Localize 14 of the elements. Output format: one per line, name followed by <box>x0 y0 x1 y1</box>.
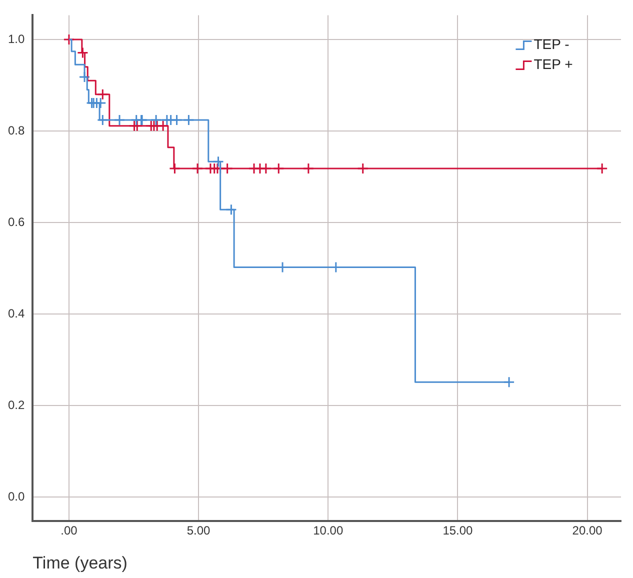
x-tick-label: 20.00 <box>572 524 603 538</box>
legend-label: TEP + <box>534 56 573 72</box>
y-tick-label: 0.8 <box>8 123 25 138</box>
x-tick-label: 15.00 <box>442 524 474 538</box>
y-tick-label: 0.2 <box>8 398 25 412</box>
y-tick-label: 0.4 <box>8 306 25 320</box>
x-axis-title: Time (years) <box>32 553 128 572</box>
y-tick-label: 0.6 <box>8 214 25 229</box>
y-tick-label: 0.0 <box>8 489 25 504</box>
legend-label: TEP - <box>534 36 570 52</box>
x-tick-label: 10.00 <box>313 524 344 538</box>
y-tick-label: 1.0 <box>8 32 25 46</box>
x-tick-label: .00 <box>60 524 78 538</box>
x-tick-label: 5.00 <box>186 524 211 538</box>
